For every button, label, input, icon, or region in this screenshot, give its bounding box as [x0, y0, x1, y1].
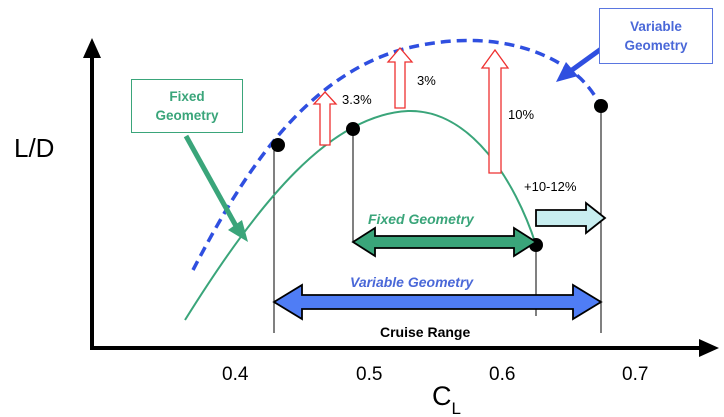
improvement-arrow-2 — [386, 47, 414, 109]
improvement-label: 10% — [508, 107, 534, 122]
increase-arrow — [535, 201, 607, 235]
variable-geometry-callout: Variable Geometry — [599, 8, 713, 64]
fixed-geometry-curve — [184, 109, 537, 321]
fixed-geometry-range-arrow — [351, 226, 538, 258]
improvement-label: 3.3% — [342, 92, 372, 107]
x-tick-label: 0.6 — [489, 364, 515, 385]
y-axis-label: L/D — [14, 133, 54, 163]
fixed-geometry-callout: Fixed Geometry — [131, 79, 243, 133]
x-axis-label-subscript: L — [452, 399, 461, 417]
improvement-arrow-1 — [312, 91, 338, 146]
variable-geometry-range-label: Variable Geometry — [350, 274, 474, 290]
x-axis-label: CL — [432, 381, 461, 417]
data-point — [271, 138, 285, 152]
cruise-range-label: Cruise Range — [380, 324, 470, 340]
x-tick-label: 0.7 — [622, 364, 648, 385]
fixed-geometry-range-label: Fixed Geometry — [368, 211, 475, 227]
improvement-label: 3% — [417, 73, 436, 88]
improvement-arrow-3 — [480, 48, 510, 174]
increase-label: +10-12% — [524, 179, 577, 194]
x-axis-arrowhead — [699, 339, 719, 357]
x-tick-label: 0.5 — [356, 364, 382, 385]
y-axis-arrowhead — [83, 38, 101, 58]
x-tick-label: 0.4 — [222, 364, 249, 385]
data-point — [346, 122, 360, 136]
data-point — [594, 99, 608, 113]
variable-geometry-range-arrow — [272, 283, 603, 321]
x-axis-label-main: C — [432, 381, 452, 411]
variable-geometry-curve — [191, 38, 603, 271]
fixed-callout-pointer — [183, 134, 248, 242]
